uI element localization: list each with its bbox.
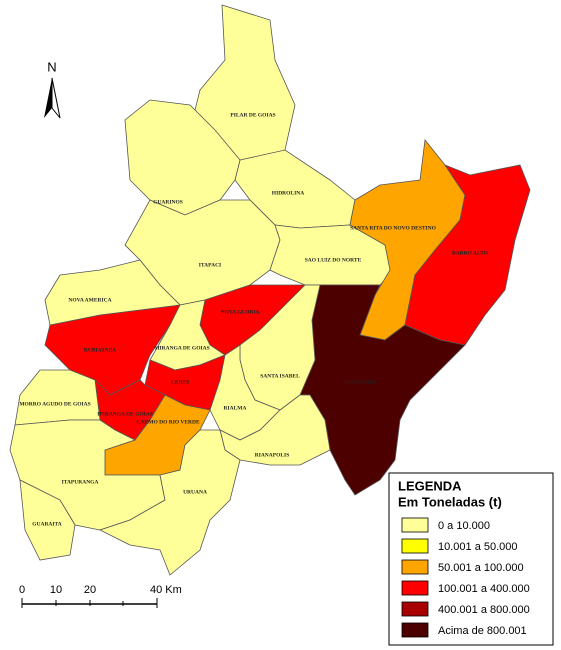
region-label: CARMO DO RIO VERDE [136,419,200,425]
region-label: SAO LUIZ DO NORTE [305,257,362,263]
legend-swatch [401,538,429,554]
scale-label: 40 Km [150,584,182,596]
region-label: NOVA AMERICA [68,297,111,303]
region [19,479,76,561]
region-labels: PILAR DE GOIAS HIDROLINA GUARINOS ITAPACI SA… [19,112,488,527]
legend-label: 50.001 a 100.000 [438,562,524,574]
region-label: GUARAITA [32,521,62,527]
scale-label: 0 [19,584,25,596]
region-label: URUANA [183,489,207,495]
region-label: BARRO ALTO [452,250,489,256]
region-label: GOIANESIA [344,379,376,385]
region [98,429,241,576]
legend-label: 400.001 a 800.000 [438,604,530,616]
region-label: ITAPURANGA [62,479,99,485]
legend-swatch [401,517,429,533]
legend-subtitle: Em Toneladas (t) [398,494,502,509]
north-arrow: N [44,59,61,119]
scale-label: 10 [50,584,62,596]
legend-label: 0 a 10.000 [438,520,490,532]
region-label: GUARINOS [153,199,183,205]
region-label: NOVA GLORIA [221,309,260,315]
legend: LEGENDA Em Toneladas (t) 0 a 10.000 10.00… [388,472,554,646]
region-label: RIALMA [224,405,247,411]
legend-title: LEGENDA [398,478,462,493]
north-arrow-left [44,78,52,118]
region [14,369,101,426]
scale-bar: 0 10 20 40 Km [19,584,182,608]
legend-swatch [401,601,429,617]
legend-label: 100.001 a 400.000 [438,583,530,595]
scale-label: 20 [84,584,96,596]
region-label: MIRANGA DE GOIAS [154,345,209,351]
region-label: ITAPACI [199,262,221,268]
legend-label: 10.001 a 50.000 [438,541,518,553]
region-label: SANTA RITA DO NOVO DESTINO [350,225,437,231]
region-label: SANTA ISABEL [260,373,300,379]
north-label: N [47,59,56,74]
legend-label: Acima de 800.001 [438,625,527,637]
region-label: MORRO AGUDO DE GOIAS [19,401,90,407]
region [124,99,241,216]
region-label: PILAR DE GOIAS [230,112,275,118]
region-label: IPIRANGA DE GOIAS [97,411,153,417]
region-label: RUBIATABA [84,347,116,353]
regions [9,4,531,576]
legend-swatch [401,622,429,638]
legend-swatch [401,580,429,596]
region-label: HIDROLINA [272,190,304,196]
legend-swatch [401,559,429,575]
region-label: RIANAPOLIS [255,452,290,458]
north-arrow-right [51,77,61,119]
region-label: CERES [171,379,189,385]
